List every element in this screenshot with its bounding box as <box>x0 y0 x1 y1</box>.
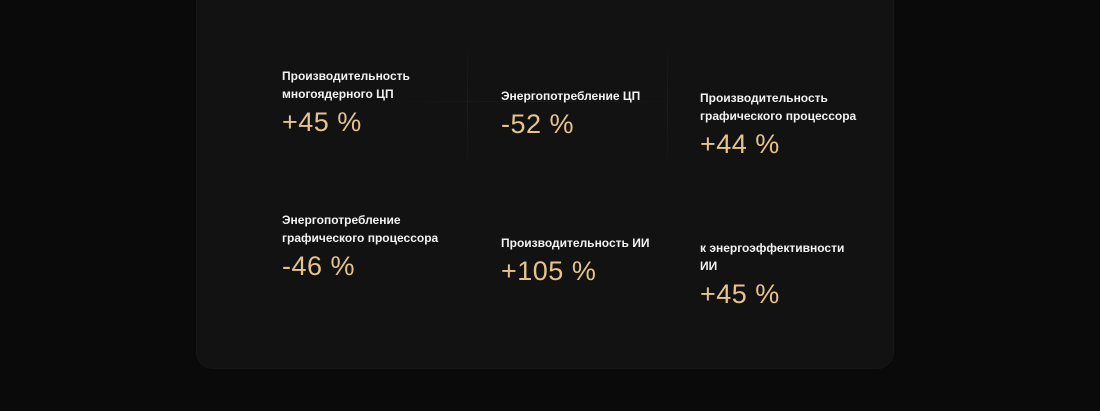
stat-label: Производительность графического процессор… <box>700 89 856 125</box>
label-line: Энергопотребление ЦП <box>501 89 641 103</box>
divider <box>387 101 687 102</box>
label-line: графического процессора <box>282 231 439 245</box>
label-line: ИИ <box>700 259 718 273</box>
label-line: Производительность ИИ <box>501 236 650 250</box>
stat-gpu-power: Энергопотребление графического процессора… <box>282 211 438 281</box>
divider <box>667 30 668 180</box>
label-line: Энергопотребление <box>282 213 401 227</box>
stat-value: +45 % <box>700 279 780 309</box>
stat-value: +45 % <box>282 107 362 137</box>
stat-label: Производительность многоядерного ЦП <box>282 67 410 103</box>
stat-label: Энергопотребление графического процессора <box>282 211 438 247</box>
stat-value: -46 % <box>282 251 356 281</box>
label-line: к энергоэффективности <box>700 241 845 255</box>
stat-cpu-power: Энергопотребление ЦП -52 % <box>501 87 640 139</box>
stat-value: +105 % <box>501 256 597 286</box>
stat-ai-performance: Производительность ИИ +105 % <box>501 234 650 286</box>
stat-label: Производительность ИИ <box>501 234 650 252</box>
divider <box>467 30 468 180</box>
label-line: Производительность <box>282 69 410 83</box>
label-line: Производительность <box>700 91 828 105</box>
stat-value: +44 % <box>700 129 780 159</box>
stat-value: -52 % <box>501 109 575 139</box>
stat-multicore-cpu-performance: Производительность многоядерного ЦП +45 % <box>282 67 410 137</box>
stat-gpu-performance: Производительность графического процессор… <box>700 89 856 159</box>
stat-ai-efficiency: к энергоэффективности ИИ +45 % <box>700 239 844 309</box>
stat-label: Энергопотребление ЦП <box>501 87 640 105</box>
stats-card <box>197 0 893 368</box>
label-line: многоядерного ЦП <box>282 87 394 101</box>
label-line: графического процессора <box>700 109 857 123</box>
stat-label: к энергоэффективности ИИ <box>700 239 844 275</box>
